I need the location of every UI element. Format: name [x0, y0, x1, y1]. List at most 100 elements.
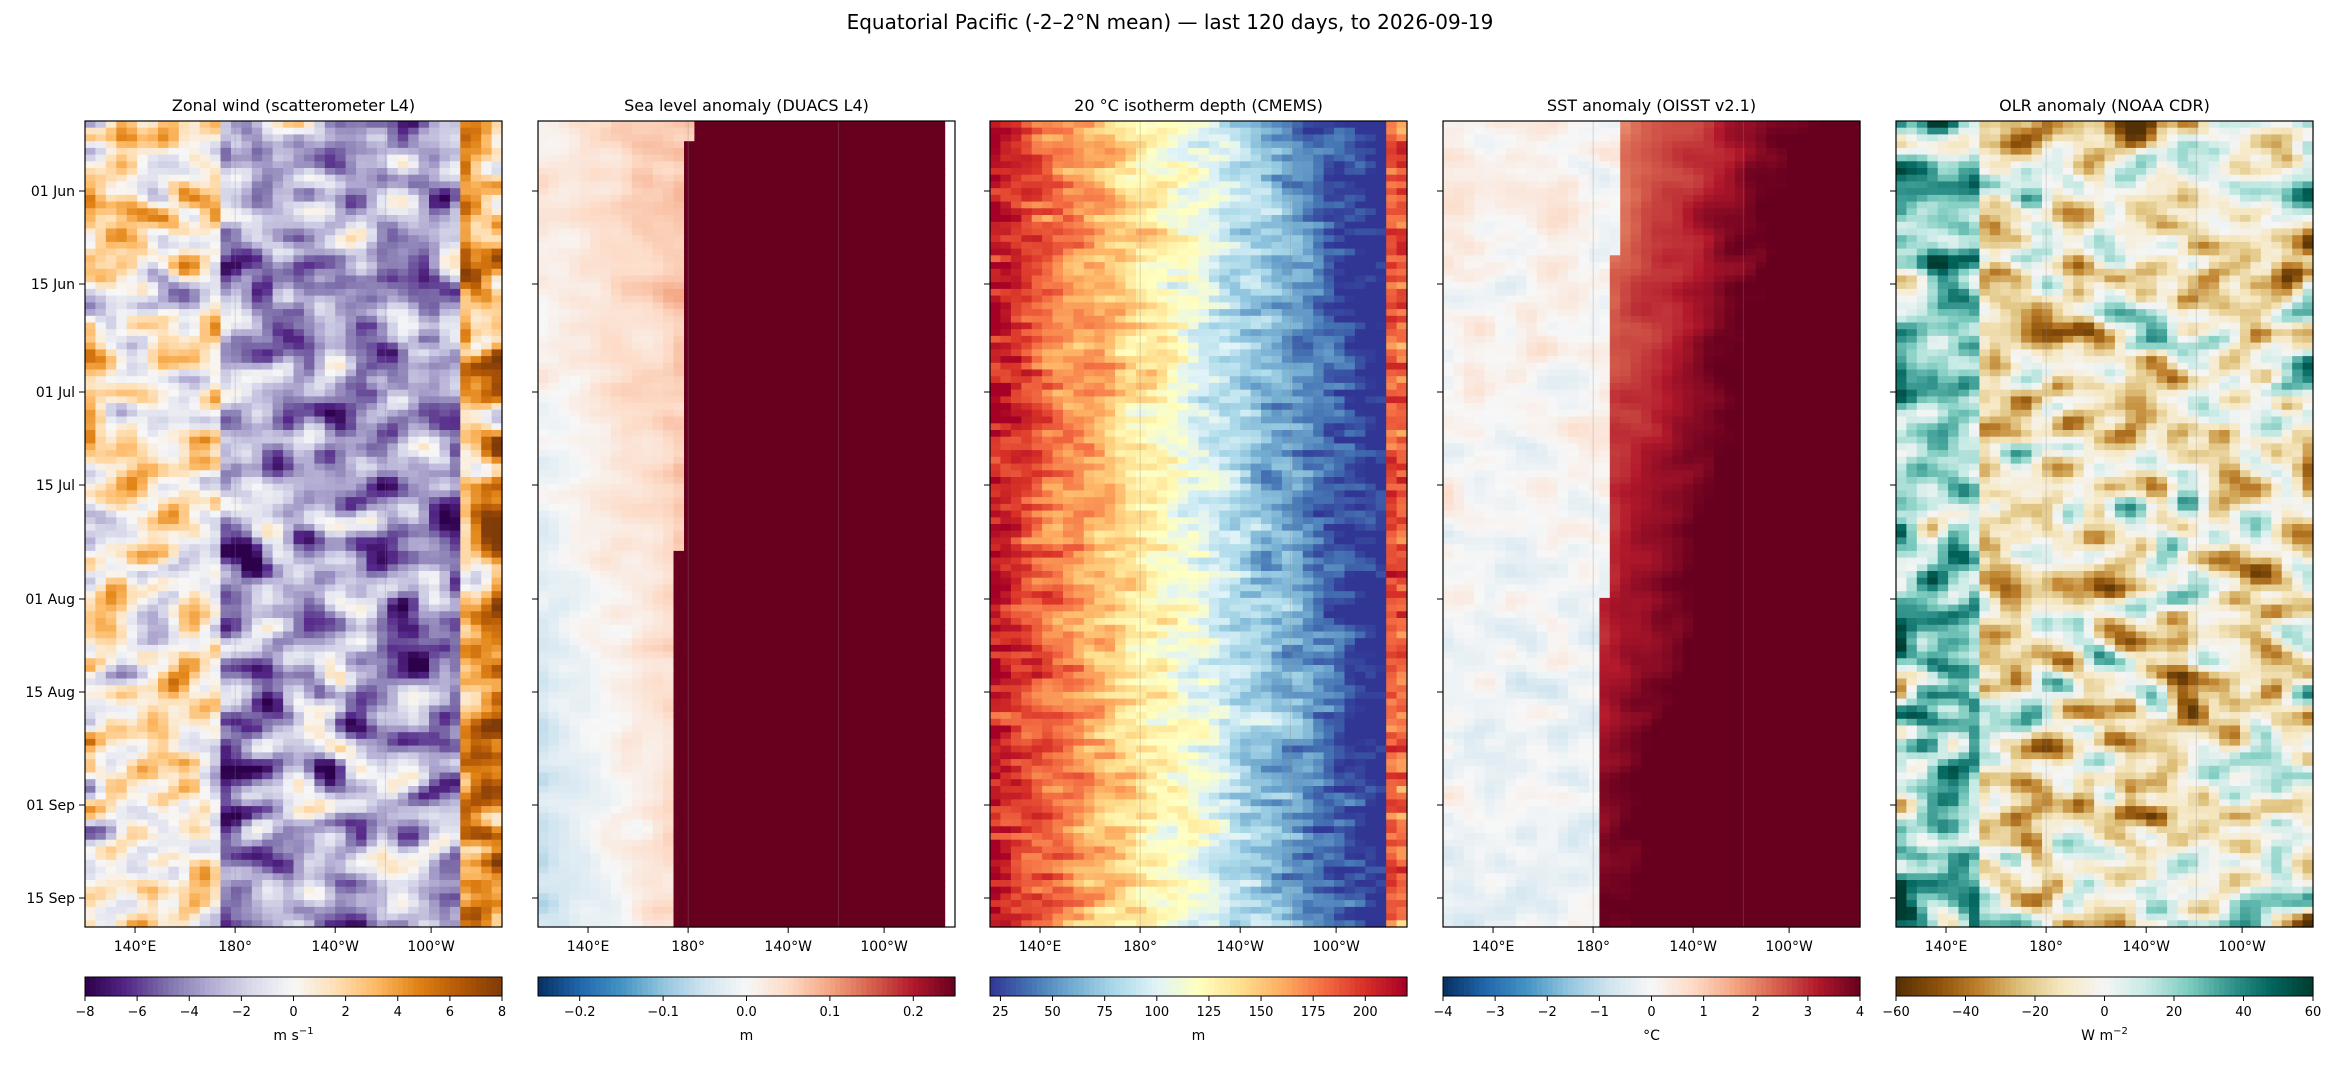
heatmap-cell	[492, 833, 503, 840]
heatmap-cell	[148, 712, 159, 719]
heatmap-cell	[325, 309, 336, 316]
heatmap-cell	[262, 215, 273, 222]
heatmap-cell	[346, 793, 357, 800]
heatmap-cell	[408, 618, 419, 625]
heatmap-cell	[398, 262, 409, 269]
heatmap-cell	[179, 443, 190, 450]
heatmap-cell	[262, 826, 273, 833]
heatmap-cell	[538, 128, 549, 135]
heatmap-cell	[903, 121, 914, 128]
heatmap-cell	[387, 450, 398, 457]
heatmap-cell	[179, 625, 190, 632]
heatmap-cell	[179, 638, 190, 645]
heatmap-cell	[273, 349, 284, 356]
heatmap-cell	[387, 390, 398, 397]
heatmap-cell	[314, 712, 325, 719]
heatmap-cell	[356, 732, 367, 739]
heatmap-cell	[481, 571, 492, 578]
heatmap-cell	[168, 296, 179, 303]
heatmap-cell	[440, 914, 451, 921]
heatmap-cell	[127, 632, 138, 639]
heatmap-cell	[137, 134, 148, 141]
heatmap-cell	[283, 296, 294, 303]
heatmap-cell	[189, 732, 200, 739]
heatmap-cell	[189, 490, 200, 497]
heatmap-cell	[460, 793, 471, 800]
heatmap-cell	[314, 746, 325, 753]
heatmap-cell	[367, 296, 378, 303]
heatmap-cell	[158, 907, 169, 914]
heatmap-cell	[283, 477, 294, 484]
heatmap-cell	[367, 235, 378, 242]
heatmap-cell	[335, 813, 346, 820]
heatmap-cell	[189, 349, 200, 356]
heatmap-cell	[356, 208, 367, 215]
heatmap-cell	[471, 880, 482, 887]
heatmap-cell	[168, 349, 179, 356]
heatmap-cell	[377, 457, 388, 464]
heatmap-cell	[492, 914, 503, 921]
heatmap-cell	[314, 806, 325, 813]
y-tick-label: 15 Aug	[25, 685, 75, 701]
heatmap-cell	[335, 907, 346, 914]
heatmap-cell	[460, 417, 471, 424]
heatmap-cell	[460, 645, 471, 652]
heatmap-cell	[726, 121, 737, 128]
heatmap-cell	[221, 900, 232, 907]
heatmap-cell	[377, 611, 388, 618]
heatmap-cell	[377, 222, 388, 229]
heatmap-cell	[377, 343, 388, 350]
heatmap-cell	[304, 417, 315, 424]
heatmap-cell	[283, 705, 294, 712]
heatmap-cell	[262, 181, 273, 188]
heatmap-cell	[429, 430, 440, 437]
heatmap-cell	[757, 121, 768, 128]
heatmap-cell	[387, 208, 398, 215]
heatmap-cell	[419, 121, 430, 128]
heatmap-cell	[221, 370, 232, 377]
heatmap-cell	[314, 282, 325, 289]
heatmap-cell	[367, 477, 378, 484]
heatmap-cell	[367, 155, 378, 162]
heatmap-cell	[335, 121, 346, 128]
heatmap-cell	[210, 202, 221, 209]
heatmap-cell	[429, 363, 440, 370]
heatmap-cell	[294, 786, 305, 793]
heatmap-cell	[294, 128, 305, 135]
heatmap-cell	[471, 262, 482, 269]
heatmap-cell	[283, 907, 294, 914]
heatmap-cell	[471, 396, 482, 403]
heatmap-cell	[262, 296, 273, 303]
heatmap-cell	[367, 793, 378, 800]
heatmap-cell	[200, 383, 211, 390]
heatmap-cell	[116, 618, 127, 625]
heatmap-cell	[168, 168, 179, 175]
heatmap-cell	[283, 175, 294, 182]
heatmap-cell	[116, 410, 127, 417]
heatmap-cell	[116, 396, 127, 403]
heatmap-cell	[335, 712, 346, 719]
heatmap-cell	[367, 726, 378, 733]
heatmap-cell	[210, 699, 221, 706]
heatmap-cell	[179, 363, 190, 370]
heatmap-cell	[387, 282, 398, 289]
heatmap-cell	[95, 524, 106, 531]
heatmap-cell	[252, 336, 263, 343]
heatmap-cell	[304, 746, 315, 753]
heatmap-cell	[481, 746, 492, 753]
heatmap-cell	[440, 356, 451, 363]
heatmap-cell	[148, 813, 159, 820]
heatmap-cell	[398, 249, 409, 256]
heatmap-cell	[262, 638, 273, 645]
heatmap-cell	[294, 423, 305, 430]
heatmap-cell	[231, 880, 242, 887]
heatmap-cell	[168, 873, 179, 880]
heatmap-cell	[221, 168, 232, 175]
heatmap-cell	[356, 585, 367, 592]
heatmap-cell	[179, 880, 190, 887]
heatmap-cell	[221, 349, 232, 356]
heatmap-cell	[116, 759, 127, 766]
heatmap-cell	[189, 517, 200, 524]
heatmap-cell	[221, 752, 232, 759]
colorbar-segment	[122, 977, 128, 996]
